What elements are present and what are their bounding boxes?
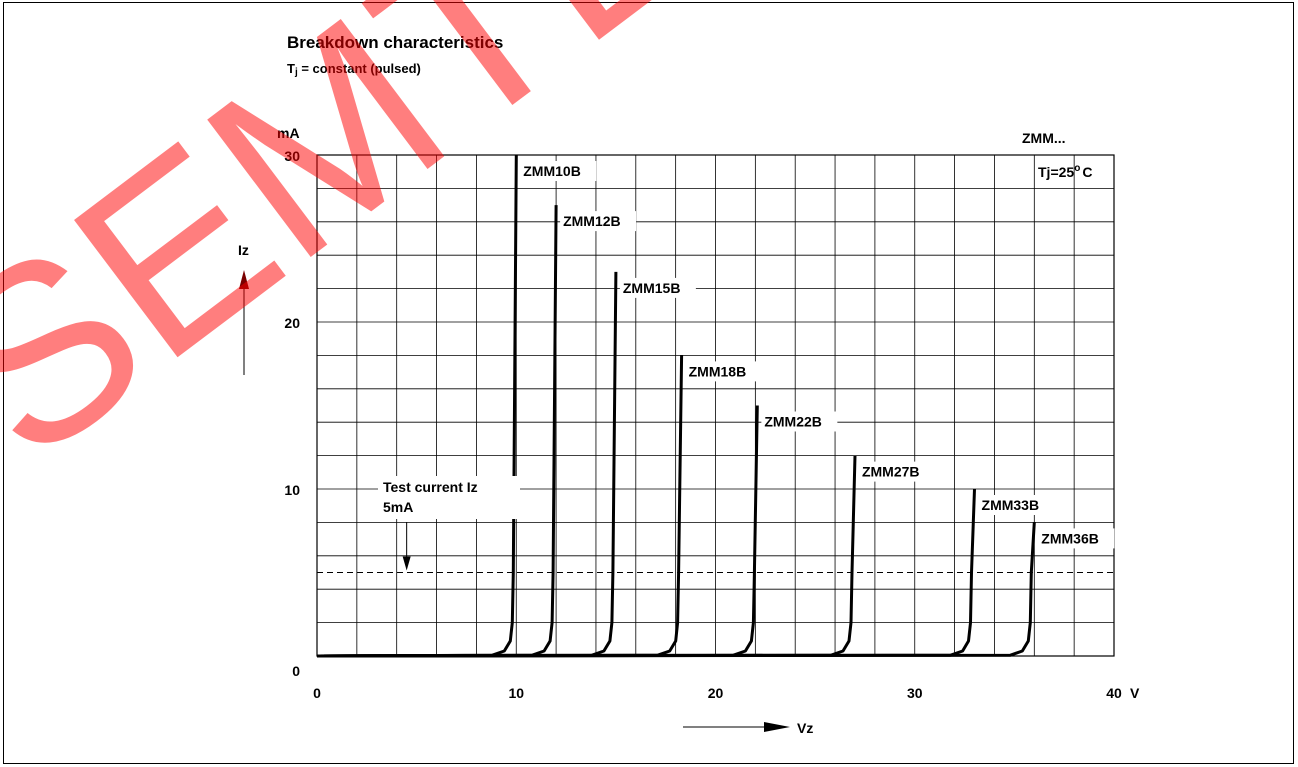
y-unit-label: mA — [277, 125, 300, 141]
curve-label-bg — [619, 277, 696, 298]
curve-label-ZMM15B: ZMM15B — [623, 280, 681, 296]
semtech-watermark: SEMTECH — [0, 0, 1036, 512]
y-axis-arrow — [239, 270, 249, 375]
y-tick-label: 30 — [284, 148, 300, 164]
y-tick-label: 10 — [284, 482, 300, 498]
curve-label-ZMM27B: ZMM27B — [862, 464, 920, 480]
curve-label-ZMM36B: ZMM36B — [1041, 530, 1099, 546]
curve-label-bg — [685, 361, 762, 382]
y-tick-labels: 0 10 20 30 — [284, 148, 300, 679]
x-tick-labels: 0 10 20 30 40 — [313, 685, 1122, 701]
curve-label-ZMM18B: ZMM18B — [689, 363, 747, 379]
x-tick-label: 0 — [313, 685, 321, 701]
curve-ZMM15B — [316, 271, 618, 658]
temperature-label: Tj=25o C — [1038, 163, 1092, 180]
curve-label-bg — [520, 161, 597, 181]
curve-label-ZMM22B: ZMM22B — [764, 414, 822, 430]
x-axis-arrow — [683, 722, 790, 732]
curve-label-ZMM33B: ZMM33B — [982, 497, 1040, 513]
svg-text:SEMTECH: SEMTECH — [0, 0, 1036, 512]
curves — [316, 154, 1036, 658]
family-label: ZMM... — [1022, 130, 1066, 146]
x-tick-label: 10 — [508, 685, 524, 701]
curve-label-bg — [858, 461, 935, 482]
curve-ZMM22B — [316, 405, 759, 658]
y-axis-label: Iz — [238, 242, 249, 258]
test-current-label: Test current Iz — [383, 479, 478, 495]
x-tick-label: 20 — [708, 685, 724, 701]
curve-label-bg — [560, 211, 637, 232]
test-current-value: 5mA — [383, 499, 413, 515]
test-label-bg — [378, 476, 520, 519]
chart-subtitle: Tj = constant (pulsed) — [287, 61, 421, 78]
curve-ZMM36B — [316, 522, 1036, 658]
x-tick-label: 40 — [1106, 685, 1122, 701]
curve-label-ZMM10B: ZMM10B — [523, 163, 581, 179]
curve-label-bg — [978, 495, 1055, 515]
grid — [317, 155, 1114, 656]
chart-title: Breakdown characteristics — [287, 33, 503, 52]
curve-labels: ZMM10B ZMM12B ZMM15B ZMM18B ZMM22B ZMM27B ZMM3… — [520, 161, 1115, 549]
x-axis-label: Vz — [797, 720, 813, 736]
y-tick-label: 20 — [284, 315, 300, 331]
y-tick-label: 0 — [292, 663, 300, 679]
curve-label-bg — [1038, 528, 1115, 549]
test-current-arrow — [402, 522, 411, 571]
x-unit-label: V — [1130, 685, 1140, 701]
curve-label-ZMM12B: ZMM12B — [563, 213, 621, 229]
x-tick-label: 30 — [907, 685, 923, 701]
curve-label-bg — [761, 411, 838, 432]
chart-frame — [3, 2, 1294, 764]
